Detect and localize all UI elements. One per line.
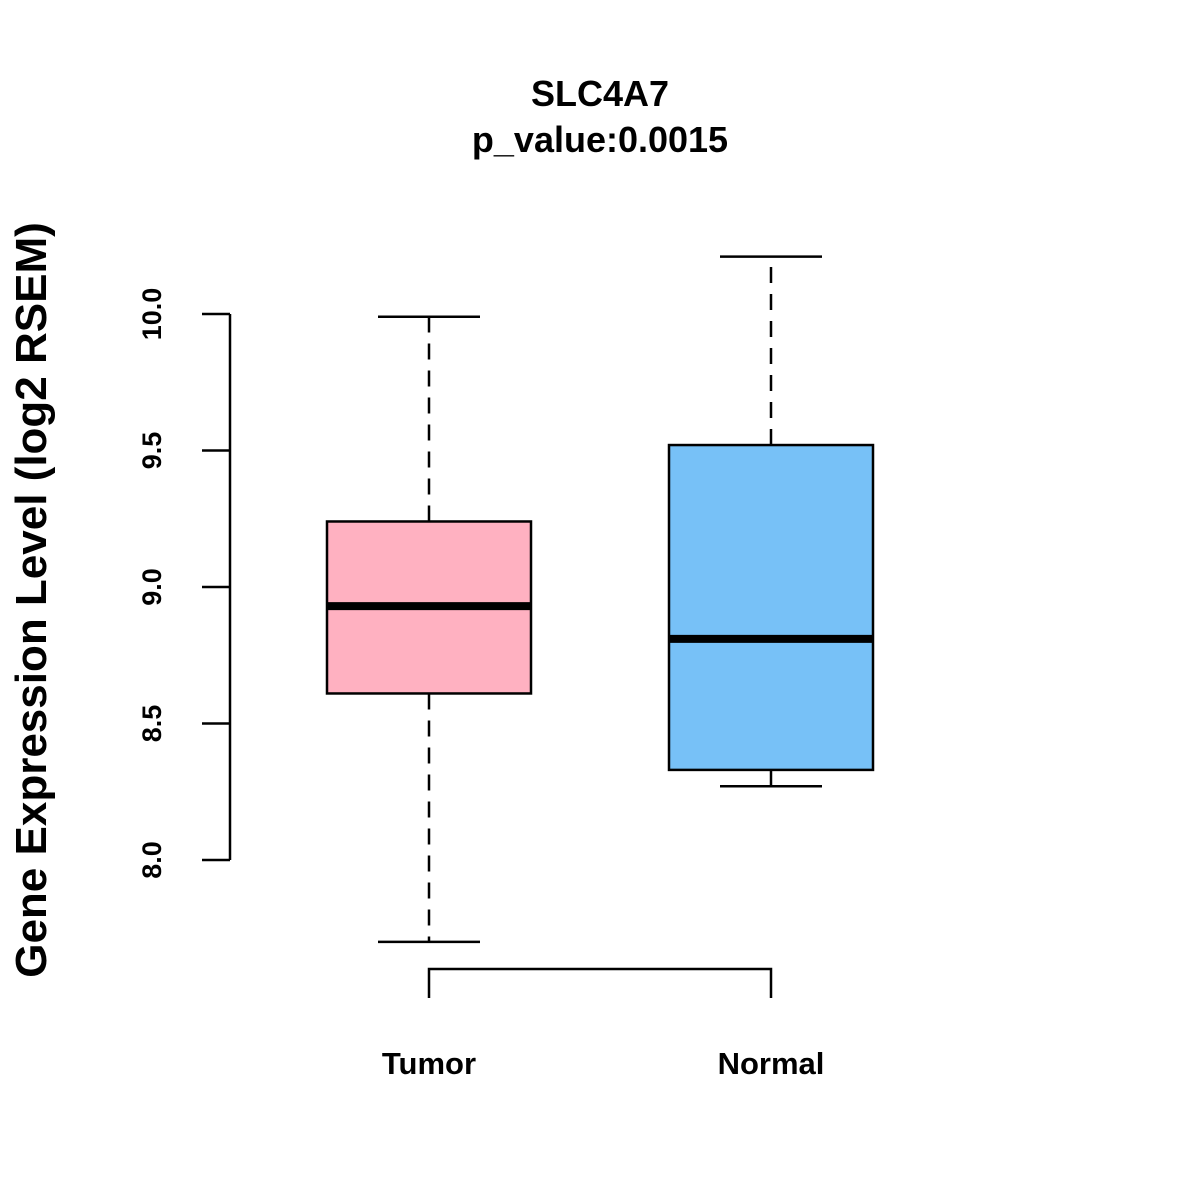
comparison-bracket	[427, 967, 773, 998]
y-tick-label: 10.0	[137, 288, 167, 341]
y-axis-label: Gene Expression Level (log2 RSEM)	[7, 222, 56, 978]
y-tick-label: 8.5	[137, 705, 167, 743]
category-label-normal: Normal	[718, 1046, 825, 1081]
category-labels: Tumor Normal	[382, 1046, 824, 1081]
iqr-box	[667, 443, 875, 772]
y-axis: 8.0 8.5 9.0 9.5 10.0	[137, 288, 232, 879]
y-tick-label: 8.0	[137, 841, 167, 879]
boxes	[325, 255, 875, 944]
box-normal	[667, 255, 875, 788]
chart-title: SLC4A7	[531, 73, 669, 114]
chart-subtitle: p_value:0.0015	[472, 119, 728, 160]
y-tick-label: 9.5	[137, 432, 167, 470]
category-label-tumor: Tumor	[382, 1046, 476, 1081]
bracket-line	[427, 967, 773, 998]
y-tick-label: 9.0	[137, 568, 167, 606]
box-tumor	[325, 315, 533, 944]
